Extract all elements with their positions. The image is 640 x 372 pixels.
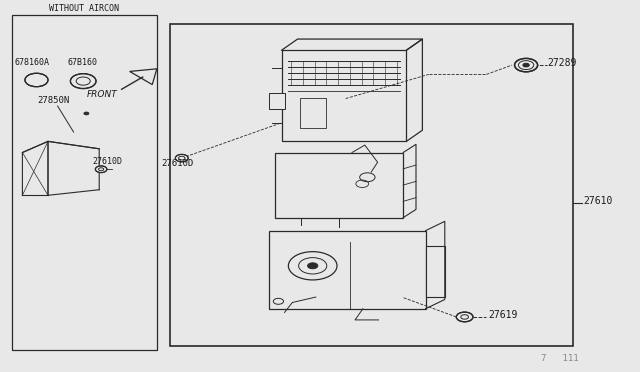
Text: 27289: 27289 xyxy=(547,58,577,68)
Bar xyxy=(426,246,445,297)
Text: 27610: 27610 xyxy=(584,196,613,206)
Circle shape xyxy=(523,63,529,67)
Bar xyxy=(170,24,573,346)
Circle shape xyxy=(70,74,96,89)
Text: 27610D: 27610D xyxy=(161,159,193,168)
Circle shape xyxy=(175,154,188,162)
Circle shape xyxy=(515,58,538,72)
Bar xyxy=(282,50,406,141)
Circle shape xyxy=(25,73,48,87)
Circle shape xyxy=(84,112,89,115)
Circle shape xyxy=(456,312,473,322)
Bar xyxy=(269,231,426,309)
Text: 27610D: 27610D xyxy=(93,157,123,166)
Circle shape xyxy=(95,166,107,173)
Text: 67B160: 67B160 xyxy=(67,58,97,67)
Circle shape xyxy=(308,263,318,269)
Bar xyxy=(269,93,285,109)
Circle shape xyxy=(289,251,337,280)
Bar xyxy=(300,98,326,128)
Text: 27619: 27619 xyxy=(488,310,518,320)
Text: FRONT: FRONT xyxy=(86,90,117,99)
Text: 678160A: 678160A xyxy=(14,58,49,67)
Bar xyxy=(12,15,157,350)
Text: WITHOUT AIRCON: WITHOUT AIRCON xyxy=(49,4,119,13)
Text: 27850N: 27850N xyxy=(37,96,69,105)
Text: 7   111: 7 111 xyxy=(541,354,579,363)
Bar xyxy=(275,153,403,218)
